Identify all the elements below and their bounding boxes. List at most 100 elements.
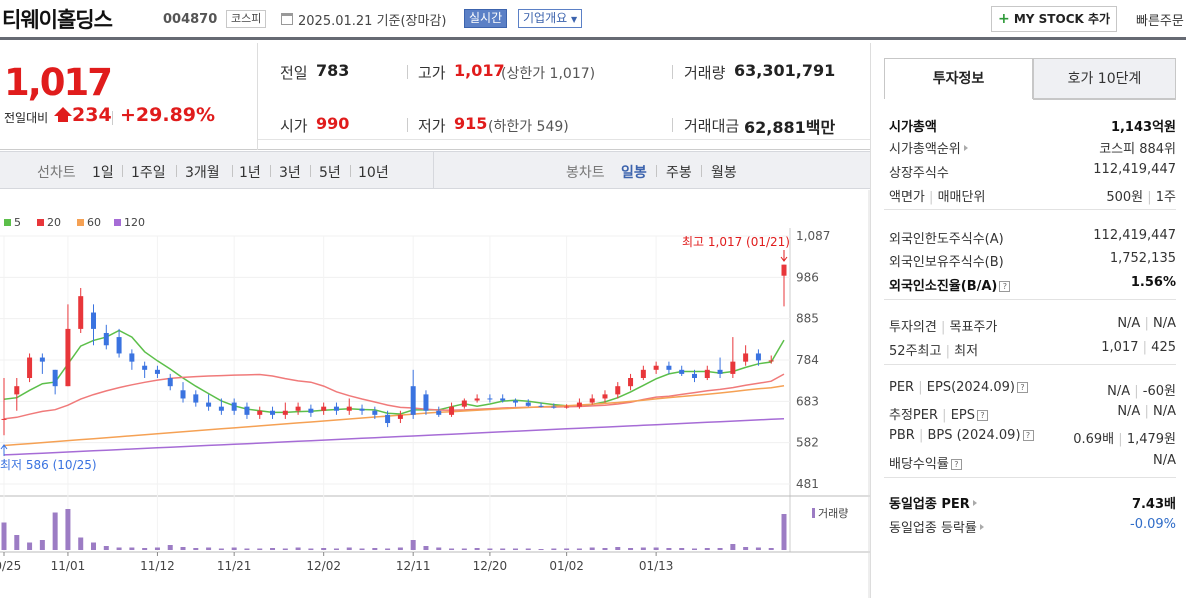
candle-body — [385, 414, 391, 424]
low-annotation-arrowhead — [0, 444, 8, 450]
tab-3m[interactable]: 3개월 — [185, 165, 220, 181]
volume-label: 거래량 — [684, 64, 726, 82]
pbr-label: PBR | BPS (2024.09)? — [889, 428, 1034, 443]
y-tick-label: 784 — [796, 353, 819, 367]
volume-bar — [602, 548, 608, 550]
candle-body — [449, 406, 455, 415]
x-tick-label: 11/12 — [140, 559, 175, 573]
foreign-ratio-label: 외국인소진율(B/A)? — [889, 275, 1011, 294]
volume-bar — [295, 547, 301, 550]
tab-1w[interactable]: 1주일 — [131, 165, 166, 181]
candle-body — [295, 406, 301, 411]
volume-bar — [461, 548, 467, 550]
high-annotation-arrowhead — [780, 256, 788, 262]
tab-5y[interactable]: 5년 — [319, 165, 341, 181]
plus-icon: + — [997, 11, 1010, 27]
candle-body — [551, 406, 557, 408]
realtime-button[interactable]: 실시간 — [464, 9, 508, 28]
y-tick-label: 986 — [796, 270, 819, 284]
ma5-line — [3, 329, 785, 415]
candle-body — [14, 386, 20, 395]
legend-swatch-ma120 — [114, 219, 121, 226]
company-info-dropdown[interactable]: 기업개요 ▼ — [518, 9, 583, 28]
tab-orderbook[interactable]: 호가 10단계 — [1033, 58, 1176, 99]
volume-bar — [206, 547, 212, 550]
legend-ma20: 20 — [47, 216, 61, 229]
sector-per-value: 7.43배 — [1131, 497, 1176, 512]
candle-body — [206, 402, 212, 407]
x-tick-label: 10/25 — [0, 559, 21, 573]
tab-invest-info[interactable]: 투자정보 — [884, 58, 1033, 99]
tab-3y[interactable]: 3년 — [279, 165, 301, 181]
volume-bar — [244, 548, 250, 550]
candle-body — [244, 406, 250, 415]
prev-close-value: 783 — [316, 61, 350, 80]
help-icon[interactable]: ? — [999, 281, 1011, 292]
sector-per-label[interactable]: 동일업종 PER — [889, 493, 977, 512]
candle-body — [704, 369, 710, 379]
y-tick-label: 1,087 — [796, 229, 830, 243]
volume-bar — [615, 547, 621, 550]
candle-body — [91, 312, 97, 329]
tab-daily[interactable]: 일봉 — [621, 165, 647, 181]
candle-body — [755, 353, 761, 361]
candle-body — [39, 357, 45, 362]
arrow-right-icon — [979, 524, 984, 530]
volume-bar — [129, 547, 135, 550]
volume-bar — [449, 548, 455, 550]
help-icon[interactable]: ? — [1022, 430, 1034, 441]
volume-bar — [321, 548, 327, 550]
candle-body — [103, 332, 109, 346]
candle-body — [333, 406, 339, 411]
sector-change-label[interactable]: 동일업종 등락률 — [889, 517, 984, 536]
candle-body — [129, 353, 135, 362]
help-icon[interactable]: ? — [1016, 382, 1028, 393]
volume-bar — [193, 548, 199, 550]
y-tick-label: 582 — [796, 436, 819, 450]
listed-shares-value: 112,419,447 — [1093, 162, 1176, 177]
52w-label: 52주최고 | 최저 — [889, 344, 979, 359]
candle-body — [116, 337, 122, 354]
candle-body — [410, 386, 416, 415]
dividend-label: 배당수익률? — [889, 453, 962, 472]
volume-bar — [653, 547, 659, 550]
arrow-right-icon — [963, 145, 968, 151]
volume-bar — [346, 547, 352, 550]
candle-body — [679, 369, 685, 374]
candle-body — [282, 410, 288, 415]
volume-bar — [538, 549, 544, 550]
par-value-label: 액면가 | 매매단위 — [889, 190, 986, 205]
help-icon[interactable]: ? — [950, 459, 962, 470]
tab-1y[interactable]: 1년 — [239, 165, 261, 181]
help-icon[interactable]: ? — [977, 410, 988, 421]
change-label: 전일대비 — [4, 111, 49, 125]
volume-bar — [91, 542, 97, 550]
prev-close-label: 전일 — [280, 64, 308, 82]
add-mystock-button[interactable]: + MY STOCK 추가 — [991, 6, 1117, 32]
volume-bar — [103, 546, 109, 550]
tab-monthly[interactable]: 월봉 — [711, 165, 737, 181]
candle-body — [78, 296, 84, 329]
tab-10y[interactable]: 10년 — [358, 165, 389, 181]
ma60-line — [3, 384, 785, 447]
tab-weekly[interactable]: 주봉 — [666, 165, 692, 181]
market-cap-rank-label[interactable]: 시가총액순위 — [889, 138, 968, 157]
volume-bar — [717, 548, 723, 550]
legend-swatch-ma60 — [77, 219, 84, 226]
market-badge: 코스피 — [226, 10, 267, 28]
volume-bar — [551, 548, 557, 550]
foreign-held-value: 1,752,135 — [1109, 251, 1176, 266]
legend-swatch-ma20 — [37, 219, 44, 226]
change-percent: +29.89% — [120, 104, 216, 126]
per-label: PER | EPS(2024.09)? — [889, 380, 1028, 395]
tab-1d[interactable]: 1일 — [92, 165, 114, 181]
arrow-right-icon — [972, 500, 977, 506]
candle-body — [167, 378, 173, 387]
open-label: 시가 — [280, 117, 308, 135]
candle-body — [538, 405, 544, 407]
volume-bar — [410, 540, 416, 550]
volume-bar — [372, 548, 378, 550]
x-tick-label: 11/01 — [51, 559, 86, 573]
candle-body — [487, 398, 493, 400]
quick-order-link[interactable]: 빠른주문 — [1136, 14, 1184, 29]
